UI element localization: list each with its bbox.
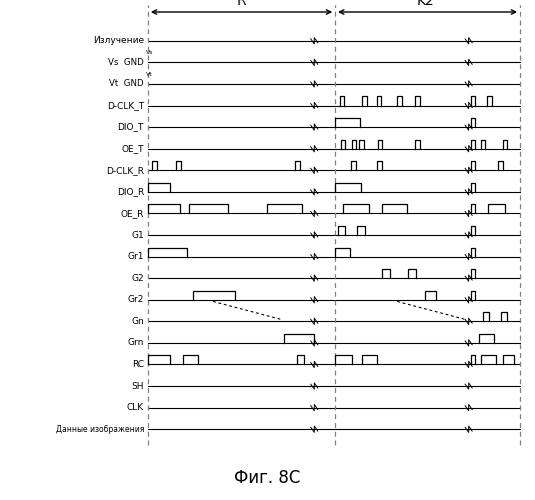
Text: OE_T: OE_T bbox=[121, 144, 144, 153]
Text: Gr2: Gr2 bbox=[128, 295, 144, 304]
Text: D-CLK_T: D-CLK_T bbox=[107, 101, 144, 110]
Text: Vs: Vs bbox=[146, 50, 154, 55]
Text: G2: G2 bbox=[132, 274, 144, 282]
Text: Излучение: Излучение bbox=[93, 36, 144, 46]
Text: Grn: Grn bbox=[128, 338, 144, 347]
Text: DIO_T: DIO_T bbox=[118, 122, 144, 132]
Text: K2': K2' bbox=[417, 0, 438, 8]
Text: RC: RC bbox=[132, 360, 144, 369]
Text: Vt: Vt bbox=[146, 72, 153, 76]
Text: DIO_R: DIO_R bbox=[117, 188, 144, 196]
Text: Gr1: Gr1 bbox=[127, 252, 144, 261]
Text: D-CLK_R: D-CLK_R bbox=[106, 166, 144, 175]
Text: Фиг. 8С: Фиг. 8С bbox=[234, 469, 300, 487]
Text: OE_R: OE_R bbox=[120, 209, 144, 218]
Text: G1: G1 bbox=[131, 230, 144, 239]
Text: Gn: Gn bbox=[131, 317, 144, 326]
Text: R: R bbox=[237, 0, 247, 8]
Text: CLK: CLK bbox=[127, 403, 144, 412]
Text: SH: SH bbox=[132, 382, 144, 390]
Text: Vs  GND: Vs GND bbox=[108, 58, 144, 67]
Text: Данные изображения: Данные изображения bbox=[56, 424, 144, 434]
Text: Vt  GND: Vt GND bbox=[109, 80, 144, 88]
